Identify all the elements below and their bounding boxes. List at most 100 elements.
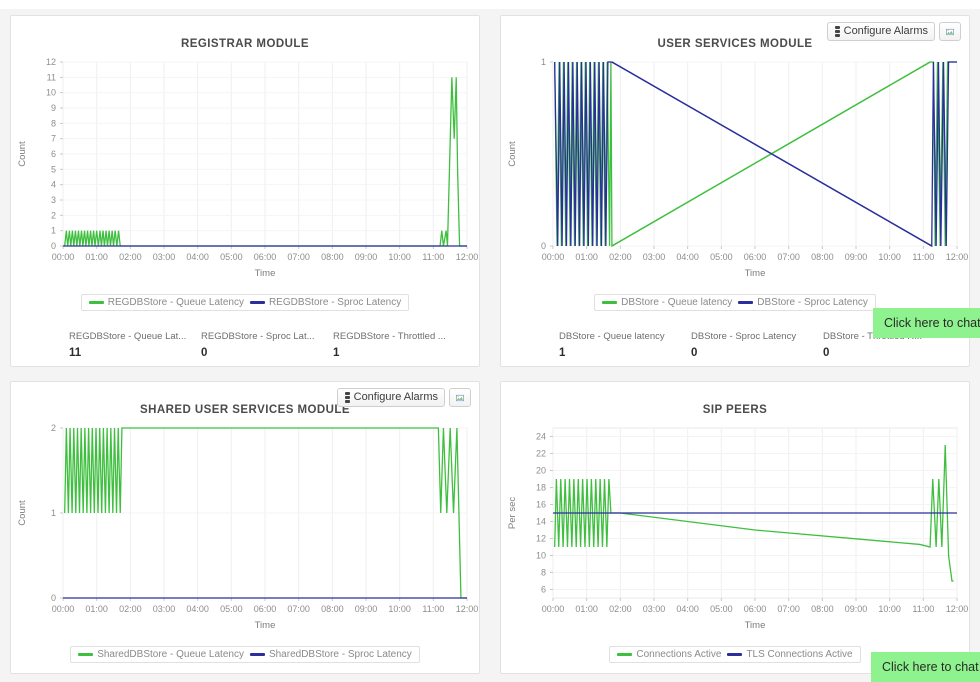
svg-text:Time: Time: [745, 268, 766, 279]
svg-text:08:00: 08:00: [321, 604, 344, 614]
svg-text:11: 11: [47, 72, 56, 82]
svg-text:12:00: 12:00: [456, 252, 479, 262]
chart-legend: Connections Active TLS Connections Activ…: [501, 646, 969, 663]
svg-text:Time: Time: [745, 620, 766, 631]
configure-alarms-label: Configure Alarms: [843, 25, 928, 37]
legend-item[interactable]: SharedDBStore - Queue Latency: [78, 649, 244, 660]
svg-text:22: 22: [536, 449, 546, 459]
chat-widget-label: Click here to chat: [884, 316, 980, 330]
panel-title: SIP PEERS: [702, 404, 768, 416]
chat-widget-top[interactable]: Click here to chat: [873, 308, 980, 338]
svg-text:06:00: 06:00: [744, 252, 767, 262]
svg-text:09:00: 09:00: [845, 604, 868, 614]
svg-text:06:00: 06:00: [254, 252, 277, 262]
svg-text:3: 3: [51, 195, 56, 205]
svg-text:0: 0: [51, 241, 56, 251]
legend-box: SharedDBStore - Queue Latency SharedDBSt…: [70, 646, 420, 663]
chat-widget-bottom[interactable]: Click here to chat: [871, 652, 980, 682]
legend-swatch-icon: [78, 653, 94, 656]
svg-text:00:00: 00:00: [52, 604, 75, 614]
panel-title: SHARED USER SERVICES MODULE: [139, 404, 351, 416]
legend-swatch-icon: [602, 301, 618, 304]
svg-text:2: 2: [51, 210, 56, 220]
svg-text:05:00: 05:00: [710, 252, 733, 262]
svg-text:05:00: 05:00: [220, 604, 243, 614]
configure-alarms-button[interactable]: Configure Alarms: [336, 388, 445, 407]
svg-text:02:00: 02:00: [119, 604, 142, 614]
panel-grid: REGISTRAR MODULE 0 1 2 3 4 5 6 7 8 9 10 11 12 00:00 01…: [0, 9, 980, 682]
legend-item[interactable]: DBStore - Queue latency: [602, 297, 732, 308]
svg-text:12: 12: [46, 57, 56, 67]
svg-text:Per sec: Per sec: [507, 497, 518, 529]
legend-item[interactable]: SharedDBStore - Sproc Latency: [249, 649, 412, 660]
legend-label: TLS Connections Active: [746, 649, 853, 660]
svg-text:08:00: 08:00: [321, 252, 344, 262]
svg-text:11:00: 11:00: [422, 604, 444, 614]
svg-text:03:00: 03:00: [643, 252, 666, 262]
svg-text:1: 1: [541, 57, 546, 67]
panel-toolbar: Configure Alarms: [336, 388, 471, 407]
chart-registrar-module[interactable]: 0 1 2 3 4 5 6 7 8 9 10 11 12 00:00 01:00 02:00 03:00 04:0…: [11, 56, 479, 288]
svg-text:10:00: 10:00: [878, 604, 901, 614]
legend-item[interactable]: Connections Active: [617, 649, 721, 660]
svg-text:06:00: 06:00: [254, 604, 277, 614]
chat-widget-label: Click here to chat: [882, 660, 979, 674]
export-chart-image-button[interactable]: [939, 22, 961, 41]
stat-label: DBStore - Throttled R...: [823, 331, 922, 342]
legend-label: REGDBStore - Sproc Latency: [268, 297, 402, 308]
legend-swatch-icon: [249, 653, 265, 656]
svg-text:14: 14: [536, 517, 546, 527]
panel-cell-shared-user-services: Configure Alarms SHARED USER SERVICES MO…: [0, 375, 490, 682]
stat-item: DBStore - Sproc Latency 0: [691, 331, 823, 359]
svg-text:03:00: 03:00: [153, 252, 176, 262]
svg-text:Count: Count: [507, 141, 518, 167]
legend-label: SharedDBStore - Queue Latency: [97, 649, 244, 660]
svg-text:00:00: 00:00: [542, 252, 565, 262]
legend-item[interactable]: REGDBStore - Sproc Latency: [249, 297, 402, 308]
legend-swatch-icon: [617, 653, 633, 656]
stats-row: REGDBStore - Queue Lat... 11 REGDBStore …: [11, 331, 479, 359]
svg-text:07:00: 07:00: [777, 252, 800, 262]
legend-item[interactable]: REGDBStore - Queue Latency: [88, 297, 244, 308]
svg-text:1: 1: [51, 508, 56, 518]
svg-text:07:00: 07:00: [777, 604, 800, 614]
svg-text:Count: Count: [17, 141, 28, 167]
svg-text:16: 16: [536, 500, 546, 510]
panel-title: REGISTRAR MODULE: [181, 38, 309, 50]
svg-text:02:00: 02:00: [609, 252, 632, 262]
panel-shared-user-services-module: Configure Alarms SHARED USER SERVICES MO…: [10, 381, 480, 674]
stat-value: 0: [823, 347, 830, 359]
chart-shared-user-services-module[interactable]: 0 1 2 00:00 01:00 02:00 03:00 04:00 05:00 06:00 07…: [11, 422, 479, 640]
svg-text:Time: Time: [255, 268, 276, 279]
chart-user-services-module[interactable]: 0 1 00:00 01:00 02:00 03:00 04:00 05:00 06:00 07:…: [501, 56, 969, 288]
svg-text:10: 10: [46, 88, 56, 98]
svg-text:10:00: 10:00: [878, 252, 901, 262]
configure-alarms-button[interactable]: Configure Alarms: [826, 22, 935, 41]
svg-text:06:00: 06:00: [744, 604, 767, 614]
svg-text:12:00: 12:00: [456, 604, 479, 614]
svg-text:18: 18: [536, 483, 546, 493]
stat-value: 0: [691, 347, 698, 359]
stat-value: 0: [201, 347, 208, 359]
chart-legend: REGDBStore - Queue Latency REGDBStore - …: [11, 294, 479, 311]
export-chart-image-button[interactable]: [449, 388, 471, 407]
svg-text:0: 0: [541, 241, 546, 251]
svg-text:6: 6: [51, 149, 56, 159]
svg-text:00:00: 00:00: [542, 604, 565, 614]
legend-item[interactable]: TLS Connections Active: [727, 649, 853, 660]
svg-text:Time: Time: [255, 620, 276, 631]
legend-swatch-icon: [738, 301, 754, 304]
svg-text:10:00: 10:00: [388, 252, 411, 262]
panel-cell-sip-peers: SIP PEERS 6 8 10 12 14 16 18 20 22 24 00:00 01:00 02…: [490, 375, 980, 682]
chart-legend: SharedDBStore - Queue Latency SharedDBSt…: [11, 646, 479, 663]
alarm-bars-icon: [834, 26, 841, 37]
legend-item[interactable]: DBStore - Sproc Latency: [738, 297, 868, 308]
svg-text:01:00: 01:00: [575, 252, 598, 262]
svg-text:12: 12: [536, 534, 546, 544]
chart-image-icon: [946, 28, 954, 35]
svg-text:08:00: 08:00: [811, 604, 834, 614]
chart-sip-peers[interactable]: 6 8 10 12 14 16 18 20 22 24 00:00 01:00 02:00 03:00 04…: [501, 422, 969, 640]
panel-sip-peers: SIP PEERS 6 8 10 12 14 16 18 20 22 24 00:00 01:00 02…: [500, 381, 970, 674]
legend-label: Connections Active: [636, 649, 722, 660]
